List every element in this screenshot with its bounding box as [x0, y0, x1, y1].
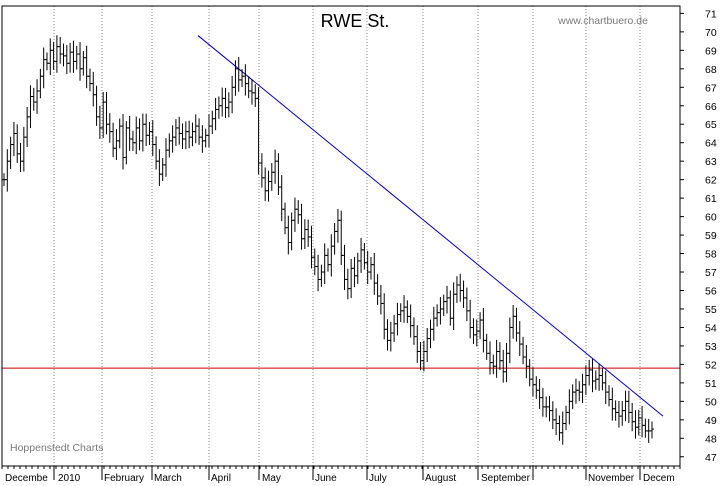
x-tick-label: 2010	[58, 473, 81, 484]
x-tick-label: February	[104, 473, 144, 484]
source-label: www.chartbuero.de	[557, 15, 648, 27]
trend-line	[197, 35, 664, 417]
y-tick-label: 52	[705, 359, 717, 371]
x-tick-label: Decembe	[5, 473, 48, 484]
y-tick-label: 67	[705, 82, 717, 94]
credit-label: Hoppenstedt Charts	[10, 442, 103, 454]
y-tick-label: 49	[705, 415, 717, 427]
y-tick-label: 65	[705, 119, 717, 131]
x-tick-label: November	[588, 473, 635, 484]
y-tick-label: 64	[705, 138, 717, 150]
x-tick-label: April	[211, 473, 231, 484]
y-tick-label: 69	[705, 45, 717, 57]
reference-lines	[2, 35, 680, 417]
y-tick-label: 48	[705, 433, 717, 445]
y-tick-label: 58	[705, 249, 717, 261]
y-tick-label: 54	[705, 322, 717, 334]
y-tick-label: 71	[705, 8, 717, 20]
y-tick-label: 68	[705, 64, 717, 76]
x-tick-label: July	[369, 473, 387, 484]
y-tick-label: 57	[705, 267, 717, 279]
x-tick-label: March	[154, 473, 182, 484]
y-tick-label: 62	[705, 175, 717, 187]
y-tick-label: 47	[705, 452, 717, 464]
y-tick-label: 51	[705, 378, 717, 390]
y-axis-ticks: 47 48 49 50 51 52 53 54 55 56 57 58 59 60 61 62 63 64 65 66…	[680, 8, 717, 464]
price-bars	[2, 35, 654, 445]
x-tick-label: Decem	[643, 473, 675, 484]
y-tick-label: 56	[705, 285, 717, 297]
y-tick-label: 66	[705, 101, 717, 113]
y-tick-label: 63	[705, 156, 717, 168]
y-tick-label: 53	[705, 341, 717, 353]
chart-title: RWE St.	[321, 11, 390, 31]
y-tick-label: 61	[705, 193, 717, 205]
y-tick-label: 59	[705, 230, 717, 242]
y-tick-label: 50	[705, 396, 717, 408]
x-tick-label: May	[262, 473, 281, 484]
x-tick-label: June	[315, 473, 337, 484]
y-tick-label: 60	[705, 212, 717, 224]
plot-frame	[1, 5, 681, 467]
axes	[1, 5, 681, 467]
x-axis-ticks: Decembe 2010 February March April May June July…	[1, 466, 681, 484]
price-bar	[650, 421, 654, 439]
y-tick-label: 55	[705, 304, 717, 316]
y-tick-label: 70	[705, 27, 717, 39]
x-tick-label: September	[481, 473, 531, 484]
x-tick-label: August	[425, 473, 456, 484]
